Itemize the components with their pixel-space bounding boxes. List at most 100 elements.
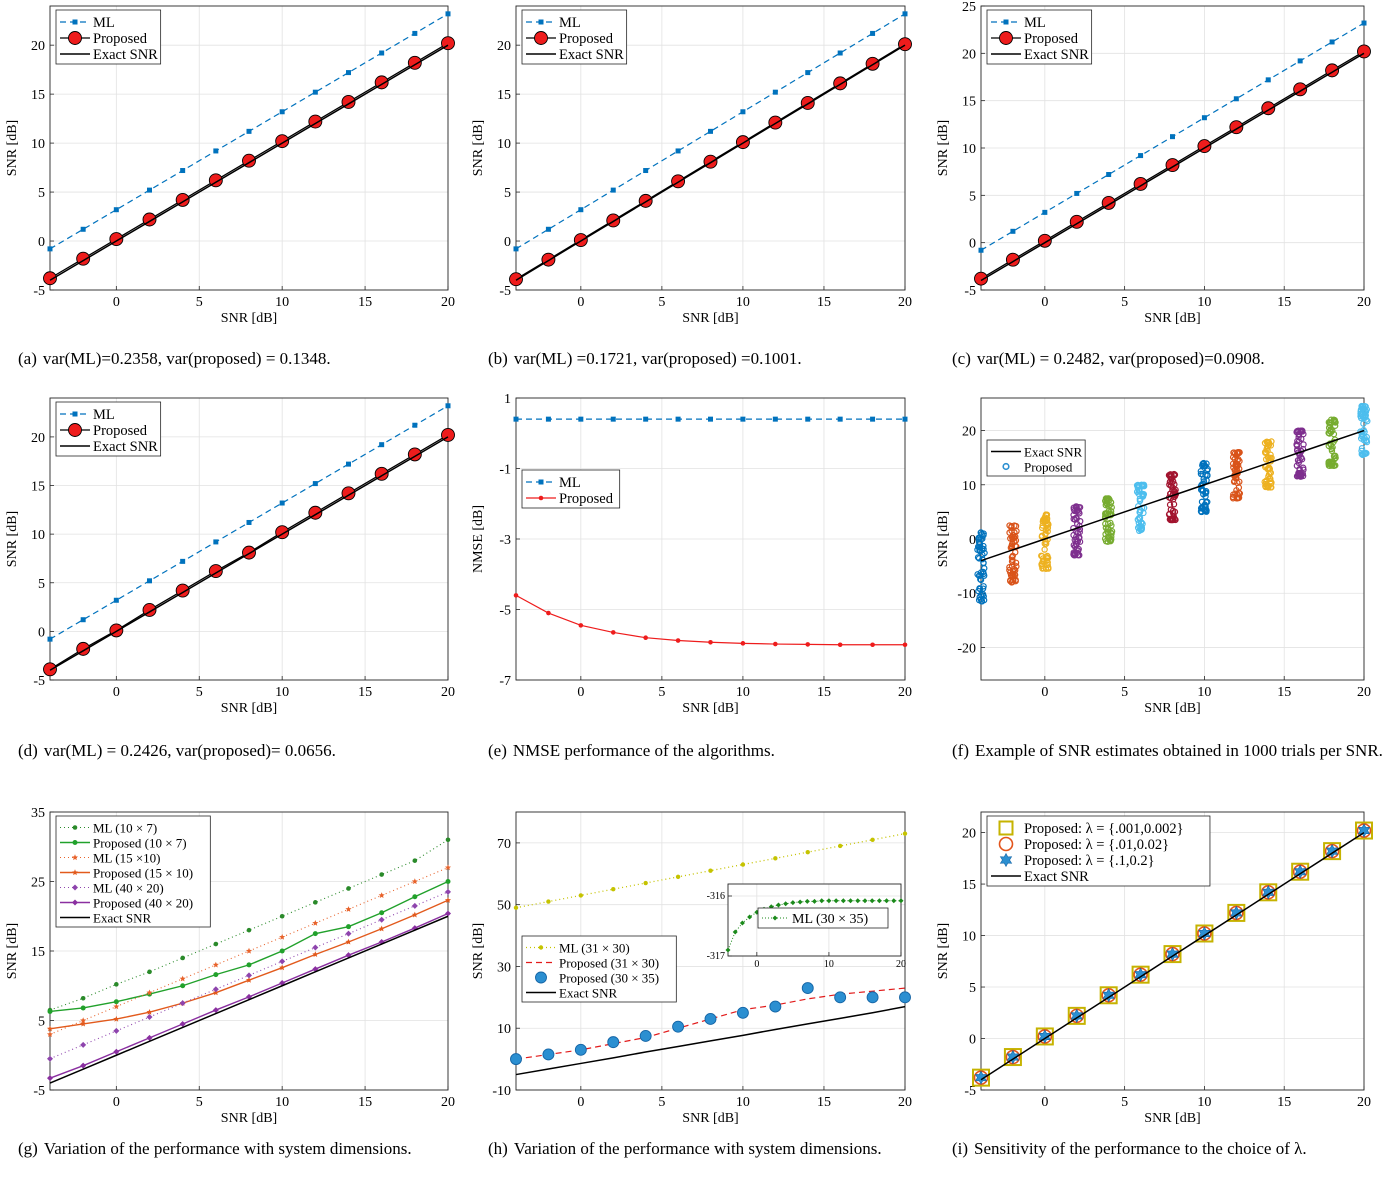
y-tick-label: 30 — [497, 960, 511, 975]
series-0-point — [805, 849, 810, 855]
scatter-point — [1200, 478, 1208, 485]
legend-label: Proposed: λ = {.1,0.2} — [1024, 853, 1155, 869]
y-tick-label: 10 — [31, 137, 45, 152]
y-tick-label: 20 — [31, 431, 45, 446]
scatter-point — [1268, 438, 1275, 445]
scatter-point — [1040, 516, 1047, 524]
series-2-point — [974, 1070, 988, 1085]
series-1-point — [675, 638, 681, 643]
inset-series-0-point — [739, 920, 745, 926]
series-2-series — [980, 52, 1365, 282]
x-axis-label: SNR [dB] — [682, 701, 738, 716]
scatter-point — [1359, 451, 1366, 459]
series-0-point — [1106, 172, 1112, 178]
legend-marker — [998, 836, 1014, 852]
series-0-point — [805, 416, 811, 422]
series-3-point — [444, 897, 452, 903]
axes-box — [49, 397, 449, 681]
series-5-point — [179, 1020, 186, 1027]
scatter-point — [1296, 465, 1303, 473]
x-tick-label: 0 — [1041, 1095, 1048, 1110]
series-1-point — [610, 630, 616, 635]
x-tick-label: 5 — [1121, 685, 1128, 700]
series-0-point — [578, 207, 584, 213]
scatter-point — [1235, 449, 1243, 457]
scatter-point — [1012, 577, 1019, 585]
scatter-point — [1267, 478, 1274, 485]
scatter-point — [1045, 564, 1052, 571]
scatter-point — [1108, 522, 1115, 529]
y-axis-label: SNR [dB] — [5, 923, 20, 979]
caption-text: Variation of the performance with system… — [43, 1139, 412, 1158]
legend-box — [986, 815, 1211, 887]
series-2-point — [245, 947, 253, 954]
axes-box — [515, 5, 906, 291]
legend-label: ML — [93, 407, 115, 423]
inset-legend-label: ML (30 × 35) — [792, 912, 869, 927]
series-4-point — [47, 1055, 53, 1062]
series-4-point — [279, 958, 286, 965]
series-2-point — [1102, 988, 1115, 1003]
y-tick-label: 5 — [38, 1015, 45, 1030]
series-0-point — [445, 837, 451, 843]
series-2-point — [607, 1036, 620, 1049]
x-tick-label: 5 — [1121, 1095, 1128, 1110]
caption-i: (i) Sensitivity of the performance to the… — [952, 1138, 1400, 1159]
y-tick-label: 10 — [497, 1022, 511, 1037]
x-tick-label: 15 — [358, 685, 372, 700]
inset-series-0-point — [826, 898, 832, 904]
x-tick-label: 15 — [1277, 295, 1291, 310]
scatter-point — [1168, 516, 1175, 523]
x-tick-label: 0 — [113, 685, 120, 700]
legend-marker — [71, 869, 79, 876]
y-axis-label: SNR [dB] — [5, 120, 20, 176]
scatter-point — [1268, 454, 1275, 462]
series-4-point — [345, 930, 352, 937]
y-tick-label: 10 — [962, 930, 976, 945]
y-tick-label: 0 — [504, 235, 511, 250]
x-axis-label: SNR [dB] — [1144, 701, 1200, 716]
y-tick-label: 10 — [497, 137, 511, 152]
series-0-point — [213, 148, 219, 154]
caption-label: (h) — [488, 1139, 508, 1158]
series-2-point — [179, 975, 186, 982]
series-0-series — [47, 403, 451, 642]
legend-label: ML — [559, 15, 581, 31]
series-1-point — [578, 623, 584, 628]
legend-label: Proposed — [1024, 31, 1079, 47]
scatter-point — [1233, 460, 1240, 467]
series-1-point — [974, 271, 988, 286]
axes-box — [980, 811, 1365, 1091]
y-tick-label: 0 — [38, 625, 45, 640]
inset-series-0-point — [884, 898, 890, 904]
legend-label: Exact SNR — [1024, 445, 1082, 460]
scatter-point — [1267, 442, 1275, 449]
series-0-point — [346, 461, 351, 467]
series-1-point — [643, 635, 648, 640]
scatter-point — [1358, 445, 1366, 452]
caption-e: (e) NMSE performance of the algorithms. — [488, 740, 938, 761]
x-tick-label: 10 — [275, 685, 289, 700]
inset-series-0-point — [876, 898, 882, 904]
scatter-point — [1013, 563, 1020, 570]
series-2-point — [345, 906, 352, 912]
scatter-point — [1041, 546, 1048, 553]
series-0-point — [708, 128, 713, 134]
legend-marker — [538, 479, 544, 485]
series-0-point — [213, 941, 219, 947]
x-tick-label: 10 — [736, 295, 750, 310]
series-0-point — [1361, 20, 1367, 26]
legend-marker — [534, 31, 548, 45]
legend-label: ML (10 × 7) — [93, 821, 157, 836]
legend-label: Exact SNR — [93, 911, 151, 926]
series-0-point — [578, 416, 584, 422]
scatter-point — [1296, 469, 1303, 477]
axes-box — [49, 5, 449, 291]
series-1-point — [180, 983, 186, 989]
scatter-point — [1266, 475, 1274, 482]
inset-series-0-point — [804, 898, 810, 904]
y-tick-label: -1 — [499, 463, 511, 478]
series-0-point — [113, 207, 119, 213]
